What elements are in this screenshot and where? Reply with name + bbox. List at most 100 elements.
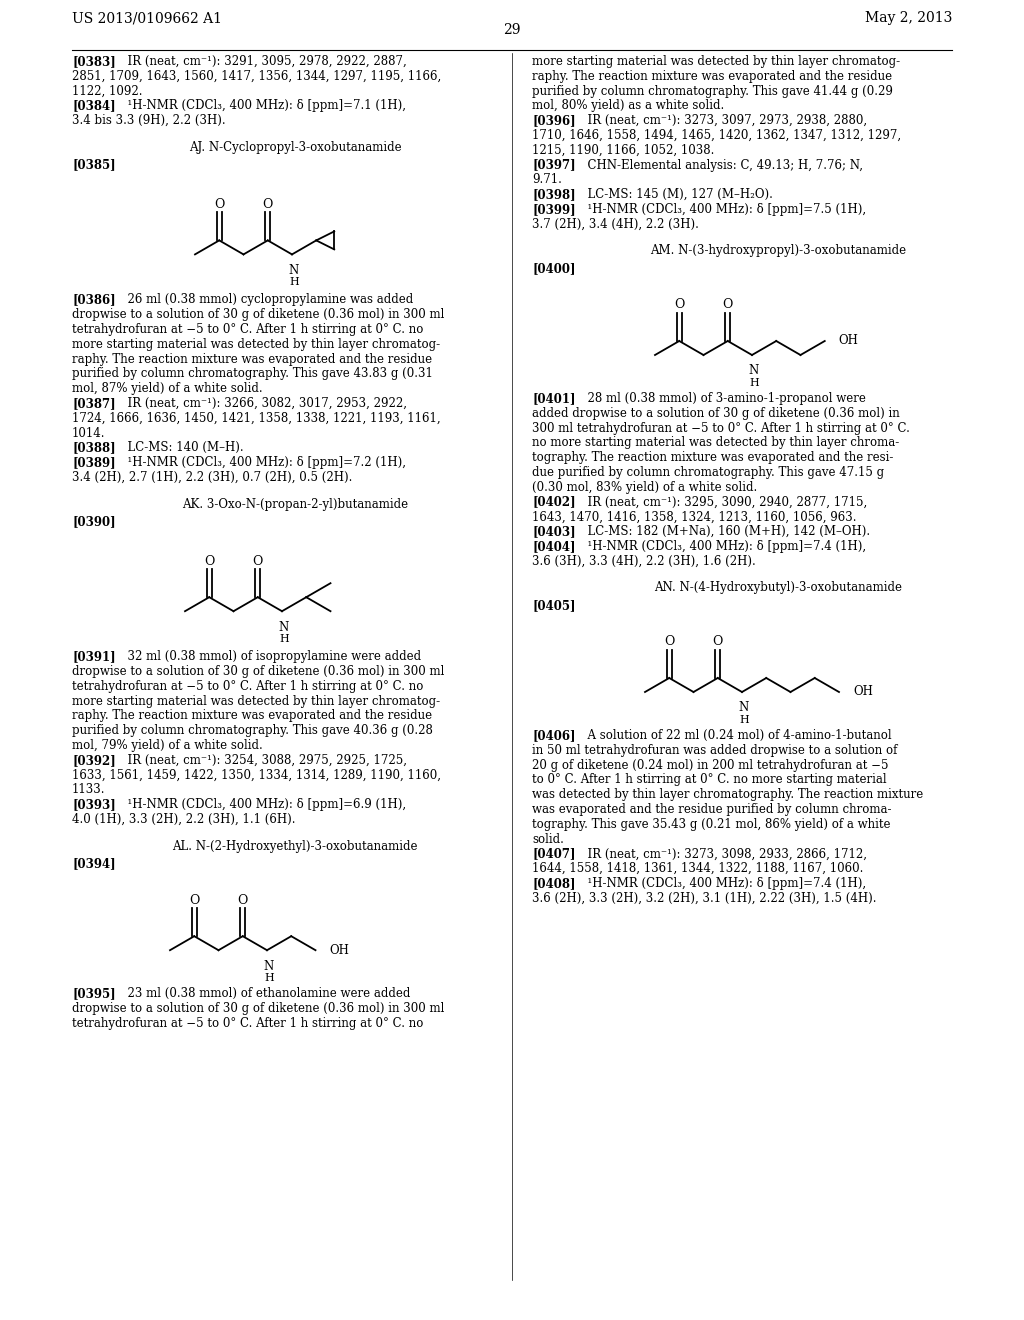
Text: 3.6 (2H), 3.3 (2H), 3.2 (2H), 3.1 (1H), 2.22 (3H), 1.5 (4H).: 3.6 (2H), 3.3 (2H), 3.2 (2H), 3.1 (1H), … (532, 892, 877, 904)
Text: [0396]: [0396] (532, 115, 575, 127)
Text: 300 ml tetrahydrofuran at −5 to 0° C. After 1 h stirring at 0° C.: 300 ml tetrahydrofuran at −5 to 0° C. Af… (532, 421, 910, 434)
Text: [0394]: [0394] (72, 858, 116, 870)
Text: 1724, 1666, 1636, 1450, 1421, 1358, 1338, 1221, 1193, 1161,: 1724, 1666, 1636, 1450, 1421, 1358, 1338… (72, 412, 440, 425)
Text: CHN-Elemental analysis: C, 49.13; H, 7.76; N,: CHN-Elemental analysis: C, 49.13; H, 7.7… (580, 158, 863, 172)
Text: tetrahydrofuran at −5 to 0° C. After 1 h stirring at 0° C. no: tetrahydrofuran at −5 to 0° C. After 1 h… (72, 680, 423, 693)
Text: O: O (674, 298, 684, 312)
Text: 1643, 1470, 1416, 1358, 1324, 1213, 1160, 1056, 963.: 1643, 1470, 1416, 1358, 1324, 1213, 1160… (532, 511, 856, 524)
Text: [0408]: [0408] (532, 876, 575, 890)
Text: LC-MS: 182 (M+Na), 160 (M+H), 142 (M–OH).: LC-MS: 182 (M+Na), 160 (M+H), 142 (M–OH)… (580, 525, 870, 539)
Text: ¹H-NMR (CDCl₃, 400 MHz): δ [ppm]=7.5 (1H),: ¹H-NMR (CDCl₃, 400 MHz): δ [ppm]=7.5 (1H… (580, 203, 866, 216)
Text: ¹H-NMR (CDCl₃, 400 MHz): δ [ppm]=7.1 (1H),: ¹H-NMR (CDCl₃, 400 MHz): δ [ppm]=7.1 (1H… (120, 99, 406, 112)
Text: tography. The reaction mixture was evaporated and the resi-: tography. The reaction mixture was evapo… (532, 451, 893, 465)
Text: purified by column chromatography. This gave 41.44 g (0.29: purified by column chromatography. This … (532, 84, 893, 98)
Text: [0389]: [0389] (72, 457, 116, 469)
Text: AJ. N-Cyclopropyl-3-oxobutanamide: AJ. N-Cyclopropyl-3-oxobutanamide (188, 141, 401, 154)
Text: 1215, 1190, 1166, 1052, 1038.: 1215, 1190, 1166, 1052, 1038. (532, 144, 715, 157)
Text: [0385]: [0385] (72, 158, 116, 172)
Text: O: O (238, 894, 248, 907)
Text: [0393]: [0393] (72, 799, 116, 812)
Text: OH: OH (853, 685, 872, 698)
Text: 4.0 (1H), 3.3 (2H), 2.2 (3H), 1.1 (6H).: 4.0 (1H), 3.3 (2H), 2.2 (3H), 1.1 (6H). (72, 813, 296, 826)
Text: O: O (214, 198, 224, 211)
Text: A solution of 22 ml (0.24 mol) of 4-amino-1-butanol: A solution of 22 ml (0.24 mol) of 4-amin… (580, 729, 892, 742)
Text: H: H (739, 715, 749, 725)
Text: in 50 ml tetrahydrofuran was added dropwise to a solution of: in 50 ml tetrahydrofuran was added dropw… (532, 743, 897, 756)
Text: dropwise to a solution of 30 g of diketene (0.36 mol) in 300 ml: dropwise to a solution of 30 g of dikete… (72, 665, 444, 678)
Text: added dropwise to a solution of 30 g of diketene (0.36 mol) in: added dropwise to a solution of 30 g of … (532, 407, 900, 420)
Text: N: N (279, 620, 289, 634)
Text: (0.30 mol, 83% yield) of a white solid.: (0.30 mol, 83% yield) of a white solid. (532, 480, 758, 494)
Text: IR (neat, cm⁻¹): 3254, 3088, 2975, 2925, 1725,: IR (neat, cm⁻¹): 3254, 3088, 2975, 2925,… (120, 754, 407, 767)
Text: purified by column chromatography. This gave 40.36 g (0.28: purified by column chromatography. This … (72, 725, 433, 737)
Text: O: O (713, 635, 723, 648)
Text: O: O (204, 554, 214, 568)
Text: tetrahydrofuran at −5 to 0° C. After 1 h stirring at 0° C. no: tetrahydrofuran at −5 to 0° C. After 1 h… (72, 1016, 423, 1030)
Text: N: N (264, 960, 274, 973)
Text: [0405]: [0405] (532, 599, 575, 612)
Text: 28 ml (0.38 mmol) of 3-amino-1-propanol were: 28 ml (0.38 mmol) of 3-amino-1-propanol … (580, 392, 866, 405)
Text: H: H (750, 378, 759, 388)
Text: 1014.: 1014. (72, 426, 105, 440)
Text: no more starting material was detected by thin layer chroma-: no more starting material was detected b… (532, 437, 899, 449)
Text: [0388]: [0388] (72, 441, 116, 454)
Text: O: O (262, 198, 273, 211)
Text: 20 g of diketene (0.24 mol) in 200 ml tetrahydrofuran at −5: 20 g of diketene (0.24 mol) in 200 ml te… (532, 759, 889, 772)
Text: was detected by thin layer chromatography. The reaction mixture: was detected by thin layer chromatograph… (532, 788, 924, 801)
Text: H: H (289, 277, 299, 288)
Text: [0391]: [0391] (72, 651, 116, 663)
Text: [0387]: [0387] (72, 397, 116, 411)
Text: more starting material was detected by thin layer chromatog-: more starting material was detected by t… (532, 55, 900, 69)
Text: 3.4 bis 3.3 (9H), 2.2 (3H).: 3.4 bis 3.3 (9H), 2.2 (3H). (72, 115, 225, 127)
Text: N: N (739, 701, 750, 714)
Text: 26 ml (0.38 mmol) cyclopropylamine was added: 26 ml (0.38 mmol) cyclopropylamine was a… (120, 293, 414, 306)
Text: 1133.: 1133. (72, 783, 105, 796)
Text: N: N (289, 264, 299, 277)
Text: AL. N-(2-Hydroxyethyl)-3-oxobutanamide: AL. N-(2-Hydroxyethyl)-3-oxobutanamide (172, 840, 418, 853)
Text: IR (neat, cm⁻¹): 3273, 3098, 2933, 2866, 1712,: IR (neat, cm⁻¹): 3273, 3098, 2933, 2866,… (580, 847, 867, 861)
Text: [0390]: [0390] (72, 515, 116, 528)
Text: mol, 80% yield) as a white solid.: mol, 80% yield) as a white solid. (532, 99, 724, 112)
Text: tetrahydrofuran at −5 to 0° C. After 1 h stirring at 0° C. no: tetrahydrofuran at −5 to 0° C. After 1 h… (72, 323, 423, 337)
Text: raphy. The reaction mixture was evaporated and the residue: raphy. The reaction mixture was evaporat… (72, 352, 432, 366)
Text: [0384]: [0384] (72, 99, 116, 112)
Text: [0397]: [0397] (532, 158, 575, 172)
Text: dropwise to a solution of 30 g of diketene (0.36 mol) in 300 ml: dropwise to a solution of 30 g of dikete… (72, 308, 444, 321)
Text: to 0° C. After 1 h stirring at 0° C. no more starting material: to 0° C. After 1 h stirring at 0° C. no … (532, 774, 887, 787)
Text: 3.7 (2H), 3.4 (4H), 2.2 (3H).: 3.7 (2H), 3.4 (4H), 2.2 (3H). (532, 218, 698, 231)
Text: 1644, 1558, 1418, 1361, 1344, 1322, 1188, 1167, 1060.: 1644, 1558, 1418, 1361, 1344, 1322, 1188… (532, 862, 863, 875)
Text: [0403]: [0403] (532, 525, 575, 539)
Text: 1122, 1092.: 1122, 1092. (72, 84, 142, 98)
Text: N: N (749, 364, 759, 378)
Text: mol, 87% yield) of a white solid.: mol, 87% yield) of a white solid. (72, 383, 262, 395)
Text: more starting material was detected by thin layer chromatog-: more starting material was detected by t… (72, 338, 440, 351)
Text: tography. This gave 35.43 g (0.21 mol, 86% yield) of a white: tography. This gave 35.43 g (0.21 mol, 8… (532, 818, 891, 830)
Text: O: O (253, 554, 263, 568)
Text: ¹H-NMR (CDCl₃, 400 MHz): δ [ppm]=6.9 (1H),: ¹H-NMR (CDCl₃, 400 MHz): δ [ppm]=6.9 (1H… (120, 799, 407, 812)
Text: 29: 29 (503, 22, 521, 37)
Text: was evaporated and the residue purified by column chroma-: was evaporated and the residue purified … (532, 803, 892, 816)
Text: O: O (723, 298, 733, 312)
Text: 3.4 (2H), 2.7 (1H), 2.2 (3H), 0.7 (2H), 0.5 (2H).: 3.4 (2H), 2.7 (1H), 2.2 (3H), 0.7 (2H), … (72, 471, 352, 484)
Text: [0402]: [0402] (532, 495, 575, 508)
Text: H: H (264, 973, 273, 983)
Text: AN. N-(4-Hydroxybutyl)-3-oxobutanamide: AN. N-(4-Hydroxybutyl)-3-oxobutanamide (654, 581, 902, 594)
Text: IR (neat, cm⁻¹): 3295, 3090, 2940, 2877, 1715,: IR (neat, cm⁻¹): 3295, 3090, 2940, 2877,… (580, 495, 867, 508)
Text: [0383]: [0383] (72, 55, 116, 69)
Text: [0386]: [0386] (72, 293, 116, 306)
Text: IR (neat, cm⁻¹): 3273, 3097, 2973, 2938, 2880,: IR (neat, cm⁻¹): 3273, 3097, 2973, 2938,… (580, 115, 867, 127)
Text: OH: OH (330, 944, 349, 957)
Text: H: H (280, 634, 289, 644)
Text: May 2, 2013: May 2, 2013 (864, 11, 952, 25)
Text: mol, 79% yield) of a white solid.: mol, 79% yield) of a white solid. (72, 739, 263, 752)
Text: solid.: solid. (532, 833, 564, 846)
Text: more starting material was detected by thin layer chromatog-: more starting material was detected by t… (72, 694, 440, 708)
Text: IR (neat, cm⁻¹): 3291, 3095, 2978, 2922, 2887,: IR (neat, cm⁻¹): 3291, 3095, 2978, 2922,… (120, 55, 407, 69)
Text: [0406]: [0406] (532, 729, 575, 742)
Text: due purified by column chromatography. This gave 47.15 g: due purified by column chromatography. T… (532, 466, 884, 479)
Text: [0399]: [0399] (532, 203, 575, 216)
Text: [0407]: [0407] (532, 847, 575, 861)
Text: AM. N-(3-hydroxypropyl)-3-oxobutanamide: AM. N-(3-hydroxypropyl)-3-oxobutanamide (650, 244, 906, 257)
Text: IR (neat, cm⁻¹): 3266, 3082, 3017, 2953, 2922,: IR (neat, cm⁻¹): 3266, 3082, 3017, 2953,… (120, 397, 407, 411)
Text: raphy. The reaction mixture was evaporated and the residue: raphy. The reaction mixture was evaporat… (532, 70, 892, 83)
